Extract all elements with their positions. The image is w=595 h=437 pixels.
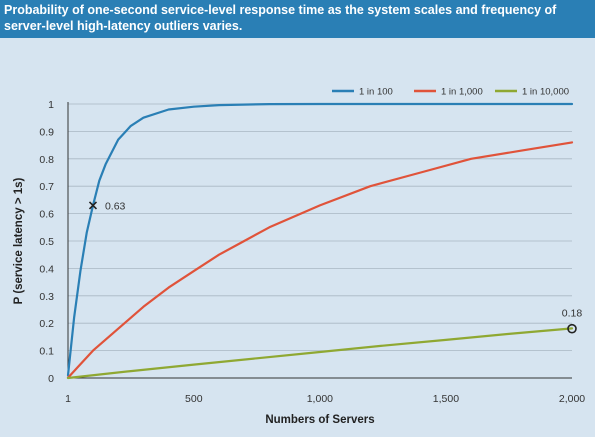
series-line-1: [66, 141, 574, 379]
x-axis-label: Numbers of Servers: [265, 414, 374, 426]
x-tick-label-4: 2,000: [559, 393, 585, 405]
title-banner: Probability of one-second service-level …: [0, 0, 595, 38]
chart-title: Probability of one-second service-level …: [4, 3, 557, 33]
annotation-label-0: 0.63: [105, 200, 126, 212]
annotation-circle-marker: [567, 323, 577, 334]
x-tick-label-0: 1: [65, 393, 71, 405]
series-line-2: [66, 327, 574, 380]
x-tick-label-3: 1,500: [433, 393, 459, 405]
y-tick-label-2: 0.2: [39, 318, 54, 330]
y-tick-label-8: 0.8: [39, 154, 54, 166]
legend-label-0: 1 in 100: [359, 87, 393, 98]
y-tick-label-0: 0: [48, 373, 54, 385]
x-tick-label-2: 1,000: [307, 393, 333, 405]
annotation-label-1: 0.18: [562, 308, 583, 320]
annotation-x-marker: [88, 201, 98, 210]
y-tick-label-4: 0.4: [39, 263, 54, 275]
y-tick-label-9: 0.9: [39, 126, 54, 138]
y-tick-label-6: 0.6: [39, 209, 54, 221]
y-tick-label-1: 0.1: [39, 346, 54, 358]
legend-label-1: 1 in 1,000: [441, 87, 483, 98]
y-tick-label-5: 0.5: [39, 236, 54, 248]
y-tick-label-3: 0.3: [39, 291, 54, 303]
series-line-0: [66, 102, 574, 377]
x-tick-label-1: 500: [185, 393, 203, 405]
legend-label-2: 1 in 10,000: [522, 87, 569, 98]
y-tick-label-10: 1: [48, 99, 54, 111]
y-tick-label-7: 0.7: [39, 181, 54, 193]
y-axis-label: P (service latency > 1s): [13, 177, 25, 304]
